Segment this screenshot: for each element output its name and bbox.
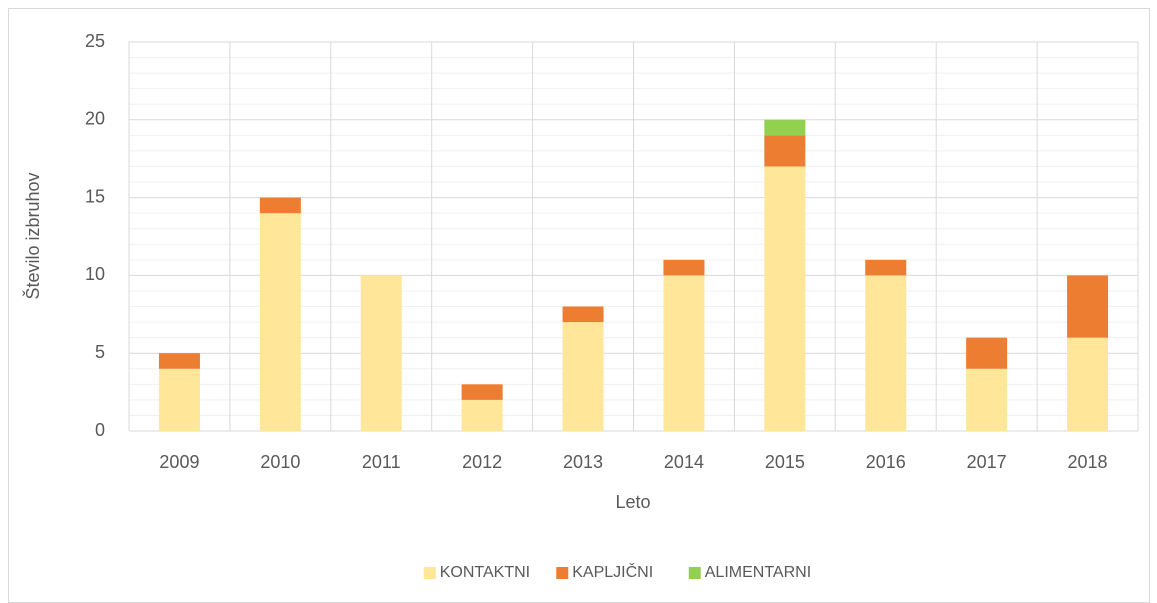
y-tick-label: 20	[85, 109, 105, 129]
x-tick-label: 2010	[260, 452, 300, 472]
chart-border	[8, 8, 1150, 603]
x-tick-label: 2018	[1068, 452, 1108, 472]
legend-label: ALIMENTARNI	[705, 564, 811, 581]
bar-segment	[966, 368, 1008, 431]
legend-label: KAPLJIČNI	[572, 562, 653, 581]
bar-segment	[461, 384, 503, 400]
y-tick-label: 5	[95, 342, 105, 362]
bar-segment	[1067, 337, 1109, 431]
x-axis-label: Leto	[615, 492, 650, 512]
bar-segment	[764, 166, 806, 432]
bar-segment	[158, 368, 200, 431]
legend-label: KONTAKTNI	[440, 564, 530, 581]
bar-segment	[764, 119, 806, 136]
bar-segment	[663, 275, 705, 431]
legend-swatch	[688, 567, 701, 579]
y-tick-label: 10	[85, 264, 105, 284]
y-tick-label: 25	[85, 31, 105, 51]
bar-segment	[562, 322, 604, 431]
y-axis-label: Število izbruhov	[22, 172, 43, 299]
bar-segment	[865, 275, 907, 431]
x-tick-label: 2017	[967, 452, 1007, 472]
bar-segment	[562, 306, 604, 323]
legend-swatch	[556, 567, 569, 579]
x-tick-label: 2015	[765, 452, 805, 472]
x-tick-label: 2009	[159, 452, 199, 472]
bar-segment	[966, 337, 1008, 369]
x-tick-label: 2014	[664, 452, 704, 472]
bar-segment	[1067, 275, 1109, 338]
bar-segment	[158, 353, 200, 369]
x-tick-label: 2011	[362, 452, 401, 472]
bar-segment	[259, 197, 301, 214]
legend-swatch	[423, 567, 436, 579]
bar-segment	[461, 399, 503, 431]
bar-segment	[360, 275, 402, 431]
x-tick-label: 2013	[563, 452, 603, 472]
bar-segment	[259, 213, 301, 431]
x-tick-label: 2016	[866, 452, 906, 472]
bar-segment	[865, 259, 907, 276]
bar-segment	[663, 259, 705, 276]
y-tick-label: 0	[95, 420, 105, 440]
bar-segment	[764, 135, 806, 167]
y-tick-label: 15	[85, 186, 105, 206]
x-tick-label: 2012	[462, 452, 502, 472]
